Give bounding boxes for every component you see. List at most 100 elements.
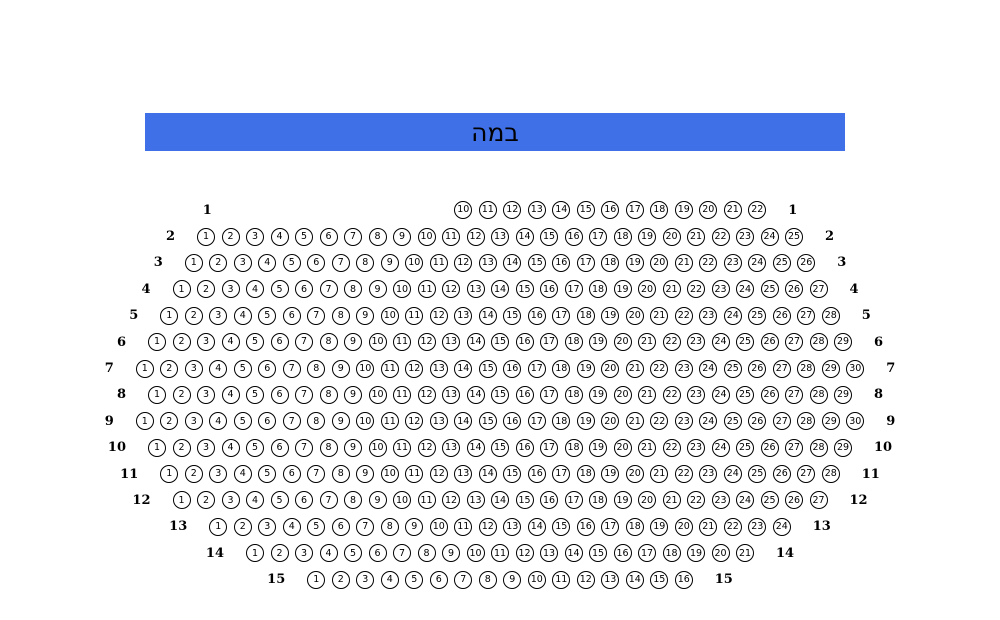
seat[interactable]: 8 [331, 465, 350, 484]
seat[interactable]: 19 [601, 465, 620, 484]
seat[interactable]: 2 [221, 227, 240, 246]
seat[interactable]: 19 [687, 544, 705, 563]
seat[interactable]: 17 [638, 544, 656, 563]
seat[interactable]: 14 [564, 544, 583, 563]
seat[interactable]: 3 [209, 306, 228, 325]
seat[interactable]: 4 [246, 280, 264, 299]
seat[interactable]: 22 [662, 333, 681, 352]
seat[interactable]: 13 [442, 438, 460, 457]
seat[interactable]: 25 [772, 253, 791, 272]
seat[interactable]: 13 [540, 544, 558, 563]
seat[interactable]: 16 [576, 517, 595, 536]
seat[interactable]: 25 [723, 412, 742, 431]
seat[interactable]: 19 [613, 280, 632, 299]
seat[interactable]: 2 [331, 570, 350, 589]
seat[interactable]: 10 [368, 333, 387, 352]
seat[interactable]: 15 [478, 412, 497, 431]
seat[interactable]: 26 [748, 359, 767, 378]
seat[interactable]: 27 [772, 359, 791, 378]
seat[interactable]: 7 [393, 544, 411, 563]
seat[interactable]: 20 [699, 201, 718, 220]
seat[interactable]: 18 [552, 359, 571, 378]
seat[interactable]: 28 [797, 359, 816, 378]
seat[interactable]: 14 [552, 201, 571, 220]
seat[interactable]: 10 [429, 517, 448, 536]
seat[interactable]: 9 [503, 570, 522, 589]
seat[interactable]: 25 [736, 333, 754, 352]
seat[interactable]: 1 [307, 570, 326, 589]
seat[interactable]: 12 [503, 201, 522, 220]
seat[interactable]: 6 [270, 438, 289, 457]
seat[interactable]: 12 [576, 570, 595, 589]
seat[interactable]: 13 [527, 201, 546, 220]
seat[interactable]: 22 [748, 201, 767, 220]
seat[interactable]: 8 [380, 517, 399, 536]
seat[interactable]: 22 [687, 491, 705, 510]
seat[interactable]: 24 [760, 227, 779, 246]
seat[interactable]: 1 [148, 333, 166, 352]
seat[interactable]: 29 [834, 385, 852, 404]
seat[interactable]: 23 [736, 227, 754, 246]
seat[interactable]: 16 [503, 359, 522, 378]
seat[interactable]: 17 [527, 412, 546, 431]
seat[interactable]: 4 [282, 517, 301, 536]
seat[interactable]: 21 [662, 491, 681, 510]
seat[interactable]: 23 [699, 465, 718, 484]
seat[interactable]: 26 [760, 385, 779, 404]
seat[interactable]: 7 [295, 385, 313, 404]
seat[interactable]: 23 [674, 359, 693, 378]
seat[interactable]: 13 [454, 465, 473, 484]
seat[interactable]: 26 [748, 412, 767, 431]
seat[interactable]: 12 [478, 517, 497, 536]
seat[interactable]: 18 [625, 517, 644, 536]
seat[interactable]: 24 [772, 517, 791, 536]
seat[interactable]: 15 [576, 201, 595, 220]
seat[interactable]: 18 [601, 253, 620, 272]
seat[interactable]: 2 [197, 491, 215, 510]
seat[interactable]: 2 [172, 385, 191, 404]
seat[interactable]: 17 [540, 333, 558, 352]
seat[interactable]: 10 [380, 465, 399, 484]
seat[interactable]: 12 [405, 359, 424, 378]
seat[interactable]: 8 [331, 306, 350, 325]
seat[interactable]: 9 [393, 227, 411, 246]
seat[interactable]: 4 [233, 306, 252, 325]
seat[interactable]: 18 [552, 412, 571, 431]
seat[interactable]: 21 [638, 438, 656, 457]
seat[interactable]: 11 [380, 359, 399, 378]
seat[interactable]: 2 [160, 412, 179, 431]
seat[interactable]: 13 [442, 333, 460, 352]
seat[interactable]: 8 [307, 412, 326, 431]
seat[interactable]: 1 [197, 227, 215, 246]
seat[interactable]: 16 [674, 570, 693, 589]
seat[interactable]: 15 [527, 253, 546, 272]
seat[interactable]: 22 [687, 280, 705, 299]
seat[interactable]: 12 [417, 438, 436, 457]
seat[interactable]: 22 [711, 227, 730, 246]
seat[interactable]: 16 [601, 201, 620, 220]
seat[interactable]: 20 [674, 517, 693, 536]
seat[interactable]: 6 [319, 227, 338, 246]
seat[interactable]: 16 [613, 544, 632, 563]
seat[interactable]: 13 [478, 253, 497, 272]
seat[interactable]: 11 [393, 385, 411, 404]
seat[interactable]: 8 [478, 570, 497, 589]
seat[interactable]: 6 [331, 517, 350, 536]
seat[interactable]: 18 [662, 544, 681, 563]
seat[interactable]: 12 [515, 544, 534, 563]
seat[interactable]: 15 [503, 465, 522, 484]
seat[interactable]: 5 [246, 333, 264, 352]
seat[interactable]: 16 [515, 385, 534, 404]
seat[interactable]: 14 [454, 412, 473, 431]
seat[interactable]: 10 [527, 570, 546, 589]
seat[interactable]: 3 [221, 280, 240, 299]
seat[interactable]: 1 [160, 306, 179, 325]
seat[interactable]: 19 [589, 438, 607, 457]
seat[interactable]: 21 [674, 253, 693, 272]
seat[interactable]: 3 [356, 570, 375, 589]
seat[interactable]: 13 [429, 359, 448, 378]
seat[interactable]: 28 [821, 465, 840, 484]
seat[interactable]: 15 [491, 385, 509, 404]
seat[interactable]: 3 [246, 227, 264, 246]
seat[interactable]: 10 [393, 280, 411, 299]
